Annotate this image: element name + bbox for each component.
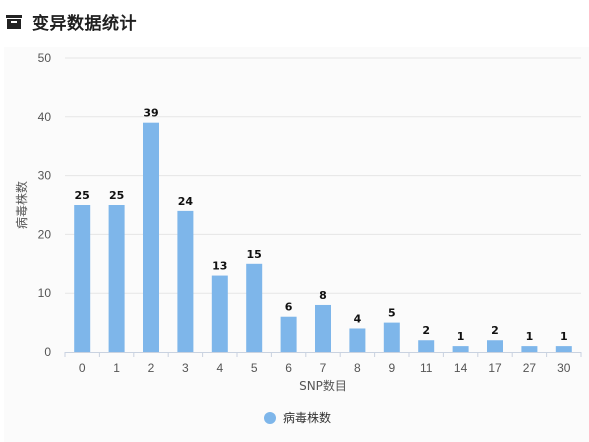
bar[interactable] <box>280 316 297 352</box>
x-tick-label: 7 <box>320 361 327 375</box>
x-tick-label: 4 <box>216 361 223 375</box>
bar[interactable] <box>383 322 400 352</box>
y-tick-label: 20 <box>38 227 52 241</box>
bar[interactable] <box>108 205 125 352</box>
data-label: 24 <box>178 195 194 208</box>
x-tick-label: 30 <box>557 361 571 375</box>
legend-label[interactable]: 病毒株数 <box>283 410 331 425</box>
data-label: 2 <box>491 324 499 337</box>
x-tick-label: 17 <box>488 361 502 375</box>
data-label: 39 <box>143 107 158 120</box>
y-tick-label: 0 <box>44 345 51 359</box>
data-label: 8 <box>319 289 327 302</box>
data-label: 1 <box>560 330 568 343</box>
bar[interactable] <box>246 263 263 352</box>
data-label: 25 <box>75 189 90 202</box>
y-axis-title: 病毒株数 <box>14 181 29 229</box>
bar[interactable] <box>555 346 572 352</box>
bar[interactable] <box>315 304 331 352</box>
x-tick-label: 0 <box>79 361 86 375</box>
grid-lines <box>65 57 581 294</box>
y-axis-ticks: 0 10 20 30 40 50 <box>38 51 52 359</box>
bar[interactable] <box>211 275 228 352</box>
page-title: 变异数据统计 <box>32 14 137 34</box>
section-header: 变异数据统计 <box>0 0 589 44</box>
y-tick-label: 50 <box>38 51 52 65</box>
y-tick-label: 10 <box>38 286 52 300</box>
x-tick-label: 6 <box>285 361 292 375</box>
bar[interactable] <box>74 205 91 352</box>
x-tick-label: 5 <box>251 361 258 375</box>
bars <box>74 122 572 353</box>
y-tick-label: 30 <box>38 169 52 183</box>
bar[interactable] <box>487 340 503 352</box>
data-label: 25 <box>109 189 124 202</box>
data-labels: 25 25 39 24 13 15 6 8 4 5 2 1 2 1 1 <box>75 107 568 343</box>
data-label: 2 <box>422 324 430 337</box>
x-axis <box>64 352 582 357</box>
data-label: 5 <box>388 307 396 320</box>
data-label: 1 <box>526 330 534 343</box>
x-tick-label: 2 <box>148 361 155 375</box>
x-tick-label: 27 <box>523 361 537 375</box>
data-label: 4 <box>354 312 362 325</box>
bar[interactable] <box>418 340 435 352</box>
legend[interactable]: 病毒株数 <box>264 410 331 425</box>
legend-marker[interactable] <box>264 412 276 424</box>
data-label: 1 <box>457 330 465 343</box>
bar[interactable] <box>349 328 366 352</box>
x-tick-label: 11 <box>420 361 433 375</box>
data-label: 13 <box>212 260 227 273</box>
x-tick-label: 3 <box>182 361 189 375</box>
data-label: 15 <box>247 248 262 261</box>
inbox-tray-icon <box>6 15 22 29</box>
x-axis-title: SNP数目 <box>299 378 347 393</box>
bar[interactable] <box>452 346 469 352</box>
x-tick-label: 14 <box>454 361 468 375</box>
bar[interactable] <box>521 346 538 352</box>
x-tick-label: 8 <box>354 361 361 375</box>
x-axis-ticks: 0 1 2 3 4 5 6 7 8 9 11 14 17 27 30 <box>79 361 571 375</box>
x-tick-label: 9 <box>388 361 395 375</box>
bar[interactable] <box>143 122 159 353</box>
y-tick-label: 40 <box>38 110 52 124</box>
data-label: 6 <box>285 301 293 314</box>
bar[interactable] <box>177 210 194 352</box>
x-tick-label: 1 <box>113 361 120 375</box>
